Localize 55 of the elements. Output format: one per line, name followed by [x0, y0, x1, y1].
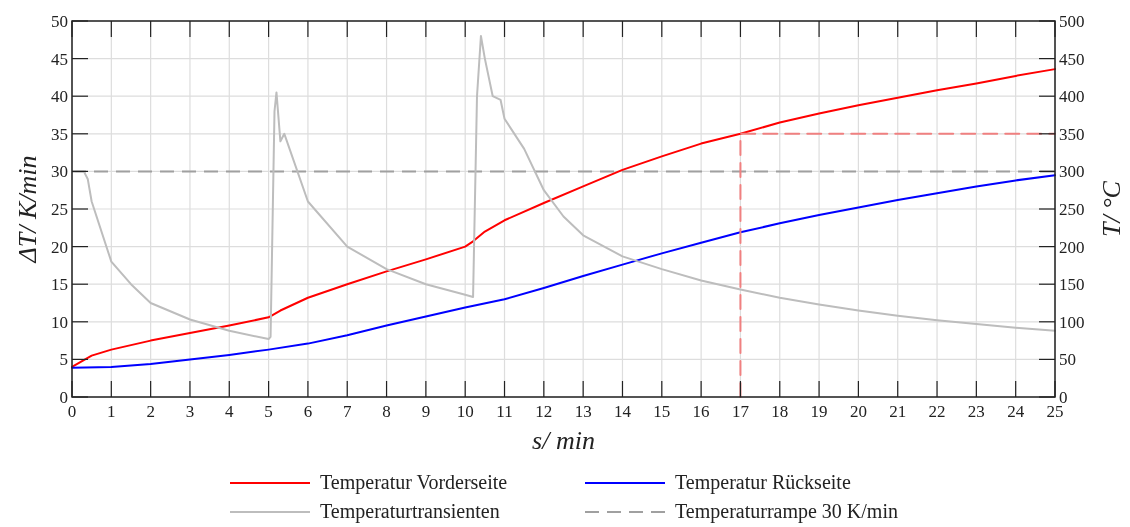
y-tick-label: 35 [51, 124, 68, 144]
y2-tick-label: 500 [1059, 12, 1085, 31]
y2-tick-label: 50 [1059, 350, 1076, 370]
x-tick-label: 22 [928, 402, 946, 421]
x-tick-label: 18 [771, 402, 789, 421]
y-tick-label: 0 [59, 388, 68, 407]
y2-tick-label: 150 [1059, 275, 1085, 295]
y2-axis-title: T/ °C [1097, 180, 1126, 237]
x-tick-label: 11 [496, 402, 513, 421]
x-tick-label: 16 [692, 402, 710, 421]
y2-tick-label: 250 [1059, 200, 1085, 219]
x-tick-label: 19 [810, 402, 828, 421]
y2-tick-label: 300 [1059, 162, 1085, 182]
x-tick-label: 24 [1007, 402, 1025, 421]
x-tick-label: 1 [107, 402, 116, 421]
legend-label: Temperaturrampe 30 K/min [675, 500, 898, 523]
line-series [71, 68, 1056, 368]
x-tick-label: 9 [421, 402, 431, 421]
x-tick-label: 14 [613, 402, 632, 421]
x-tick-label: 10 [456, 402, 474, 421]
y-tick-label: 40 [51, 87, 68, 107]
x-tick-label: 12 [535, 402, 553, 421]
x-tick-label: 17 [731, 402, 750, 421]
y-tick-label: 50 [51, 12, 68, 31]
y-tick-label: 15 [51, 275, 68, 295]
y2-tick-label: 400 [1059, 87, 1085, 107]
y-tick-label: 45 [51, 49, 68, 69]
x-tick-label: 4 [225, 402, 235, 421]
x-tick-label: 2 [146, 402, 155, 421]
y-tick-label: 25 [51, 200, 68, 219]
line-series [71, 174, 1056, 369]
y-axis-title: ΔT/ K/min [13, 155, 42, 264]
x-tick-label: 23 [967, 402, 985, 421]
legend-label: Temperaturtransienten [320, 500, 500, 523]
x-tick-label: 7 [342, 402, 352, 421]
line-series [74, 35, 1056, 341]
y-tick-label: 10 [51, 312, 68, 332]
y2-tick-label: 350 [1059, 124, 1085, 144]
legend-label: Temperatur Rückseite [675, 471, 851, 494]
x-tick-label: 6 [303, 402, 313, 421]
y2-tick-label: 100 [1059, 312, 1085, 332]
x-tick-label: 20 [849, 402, 867, 421]
x-tick-label: 8 [382, 402, 391, 421]
y2-tick-label: 450 [1059, 49, 1085, 69]
x-axis-title: s/ min [532, 426, 595, 455]
y-tick-label: 30 [51, 162, 68, 182]
x-tick-label: 5 [264, 402, 273, 421]
y-tick-label: 5 [59, 350, 68, 370]
x-tick-label: 13 [574, 402, 592, 421]
x-tick-label: 21 [889, 402, 907, 421]
x-tick-label: 15 [653, 402, 671, 421]
y-tick-label: 20 [51, 237, 68, 257]
y2-tick-label: 200 [1059, 237, 1085, 257]
legend-label: Temperatur Vorderseite [320, 471, 508, 494]
x-tick-label: 3 [185, 402, 195, 421]
